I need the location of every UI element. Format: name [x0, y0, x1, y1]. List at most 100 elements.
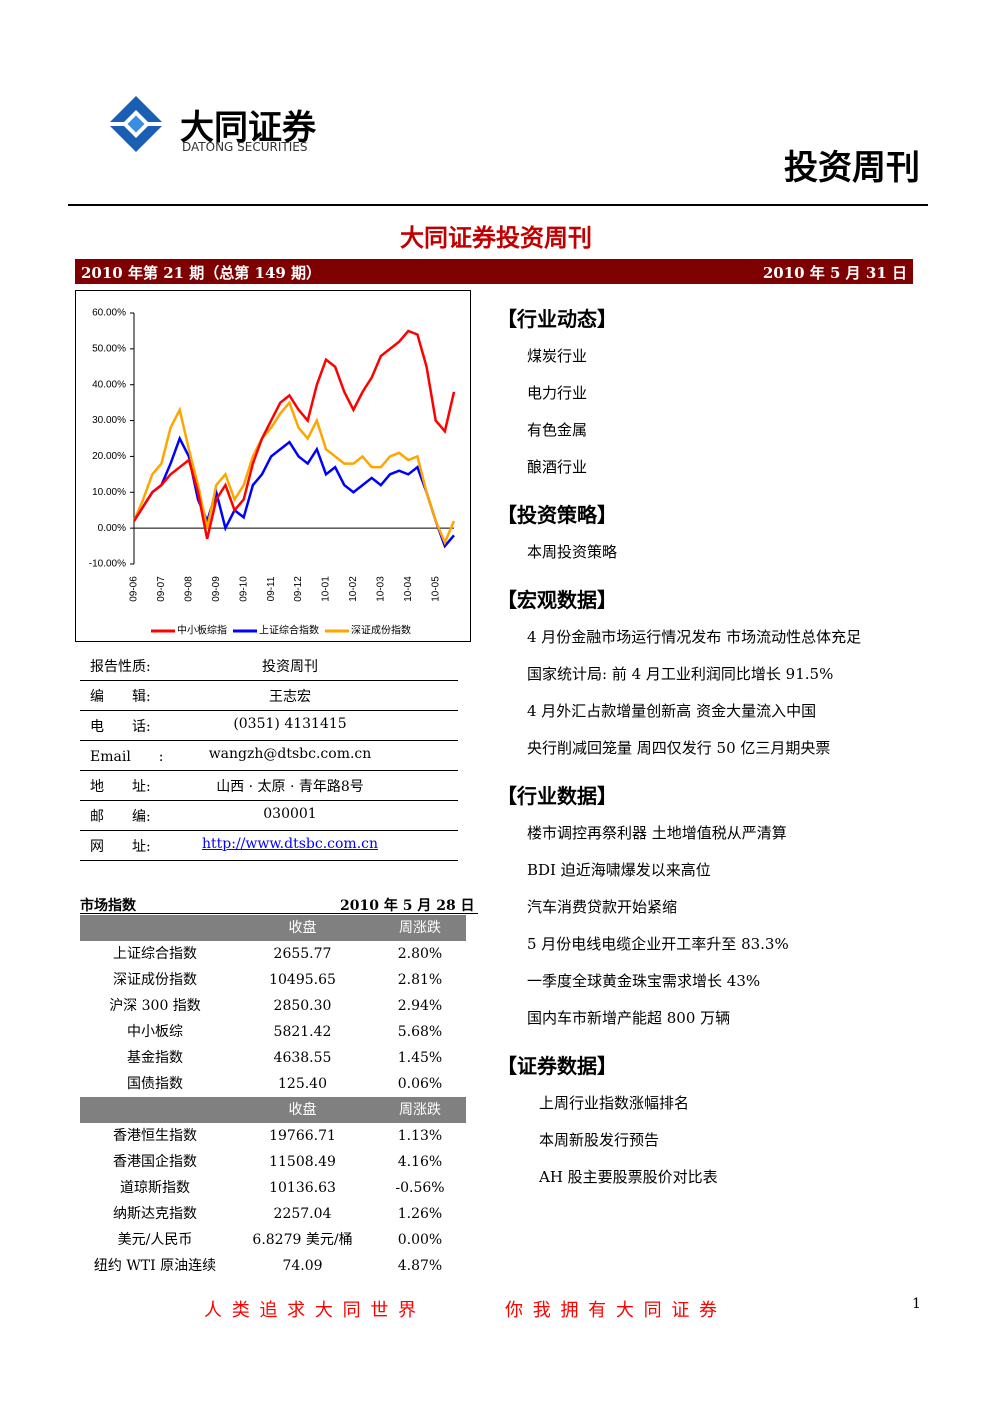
market-title: 市场指数: [80, 898, 136, 914]
table-cell: 纳斯达克指数: [113, 1206, 197, 1222]
sections: 【行业动态】 煤炭行业 电力行业 有色金属 酿酒行业 【投资策略】 本周投资策略 【宏观数据】…: [497, 290, 927, 1196]
table-cell: 道琼斯指数: [120, 1180, 190, 1196]
section-item: 4 月份金融市场运行情况发布 市场流动性总体充足: [527, 628, 862, 646]
section-item: 央行削减回笼量 周四仅发行 50 亿三月期央票: [527, 739, 831, 757]
page-number: 1: [912, 1296, 921, 1312]
table-cell: 深证成份指数: [113, 972, 197, 988]
table-cell: 0.00%: [397, 1232, 443, 1248]
x-tick-label: 09-09: [211, 576, 222, 602]
y-tick-label: 50.00%: [92, 343, 126, 354]
info-label: Email :: [90, 749, 164, 765]
section-item: 本周投资策略: [527, 543, 618, 561]
info-value: 王志宏: [269, 689, 311, 705]
y-tick-label: 0.00%: [98, 523, 126, 534]
table-cell: 0.06%: [397, 1076, 443, 1092]
section-item: 国家统计局: 前 4 月工业利润同比增长 91.5%: [527, 665, 834, 683]
table-cell: 11508.49: [269, 1154, 336, 1170]
series-line: [132, 329, 456, 540]
table-cell: 上证综合指数: [113, 946, 197, 962]
info-row: 报告性质: 投资周刊: [80, 652, 458, 681]
table-row: 香港国企指数 11508.49 4.16%: [80, 1149, 466, 1175]
table-cell: 香港国企指数: [113, 1154, 197, 1170]
issue-bar: 2010 年第 21 期（总第 149 期） 2010 年 5 月 31 日: [75, 259, 913, 284]
legend-label: 中小板综指: [177, 624, 227, 637]
chart: -10.00% 0.00% 10.00% 20.00% 30.00% 40.00% 50.0…: [75, 290, 471, 642]
table-cell: 2850.30: [273, 998, 332, 1014]
table-cell: 2655.77: [273, 946, 332, 962]
x-tick-label: 10-01: [321, 576, 332, 602]
section-item: 4 月外汇占款增量创新高 资金大量流入中国: [527, 702, 817, 720]
table-cell: 6.8279 美元/桶: [252, 1232, 353, 1248]
info-label: 报告性质:: [90, 659, 151, 675]
table-cell: 74.09: [282, 1258, 323, 1274]
info-value: 投资周刊: [262, 659, 318, 675]
header-cell: 收盘: [288, 1102, 317, 1118]
x-tick-label: 09-06: [129, 576, 140, 602]
table-row: 基金指数 4638.55 1.45%: [80, 1045, 466, 1071]
table-cell: 纽约 WTI 原油连续: [93, 1258, 217, 1274]
table-row: 国债指数 125.40 0.06%: [80, 1071, 466, 1097]
issue-date: 2010 年 5 月 31 日: [762, 264, 907, 282]
table-cell: 10136.63: [269, 1180, 336, 1196]
section-item: 酿酒行业: [527, 458, 588, 476]
table-row: 美元/人民币 6.8279 美元/桶 0.00%: [80, 1227, 466, 1253]
header-cell: 收盘: [288, 920, 317, 936]
table-cell: 2.81%: [397, 972, 443, 988]
section-item: BDI 迫近海啸爆发以来高位: [527, 861, 711, 879]
x-tick-label: 09-08: [183, 576, 194, 602]
table-cell: 2.94%: [397, 998, 443, 1014]
info-row: Email : wangzh@dtsbc.com.cn: [80, 742, 458, 771]
table-cell: 1.13%: [397, 1128, 443, 1144]
table-row: 纳斯达克指数 2257.04 1.26%: [80, 1201, 466, 1227]
info-row: 编 辑: 王志宏: [80, 682, 458, 711]
header-cell: 周涨跌: [399, 920, 441, 936]
section-item: AH 股主要股票股价对比表: [539, 1168, 718, 1186]
x-tick-label: 09-07: [156, 576, 167, 602]
y-tick-label: 40.00%: [92, 379, 126, 390]
info-row: 邮 编: 030001: [80, 802, 458, 831]
section-item: 电力行业: [527, 384, 588, 402]
section-item: 上周行业指数涨幅排名: [539, 1094, 690, 1112]
series-line: [132, 435, 455, 549]
section-heading: 【行业动态】: [497, 307, 617, 331]
slogan-left: 人 类 追 求 大 同 世 界: [204, 1300, 419, 1321]
doc-type: 投资周刊: [784, 148, 920, 188]
table-cell: 2257.04: [273, 1206, 332, 1222]
table-row: 中小板综 5821.42 5.68%: [80, 1019, 466, 1045]
table-cell: 10495.65: [269, 972, 336, 988]
table-cell: 4638.55: [273, 1050, 332, 1066]
info-row: 电 话: (0351) 4131415: [80, 712, 458, 741]
table-cell: -0.56%: [395, 1180, 445, 1196]
section-item: 汽车消费贷款开始紧缩: [527, 898, 678, 916]
table-cell: 5.68%: [397, 1024, 443, 1040]
info-value: http://www.dtsbc.com.cn: [202, 836, 378, 852]
info-label: 地 址:: [90, 779, 151, 795]
x-tick-label: 10-03: [375, 576, 386, 602]
table-cell: 2.80%: [397, 946, 443, 962]
legend-label: 上证综合指数: [259, 624, 319, 637]
info-label: 邮 编:: [90, 809, 151, 825]
table-cell: 沪深 300 指数: [109, 998, 201, 1014]
section-item: 国内车市新增产能超 800 万辆: [527, 1009, 731, 1027]
title: 大同证券投资周刊: [400, 223, 592, 252]
logo-icon: [110, 96, 162, 152]
y-tick-label: 10.00%: [92, 487, 126, 498]
info-label: 电 话:: [90, 719, 151, 735]
section-heading: 【行业数据】: [497, 784, 617, 808]
table-cell: 香港恒生指数: [113, 1128, 197, 1144]
section-heading: 【投资策略】: [497, 503, 617, 527]
table-row: 深证成份指数 10495.65 2.81%: [80, 967, 466, 993]
logo-text: 大同证券: [180, 108, 316, 148]
section-item: 楼市调控再祭利器 土地增值税从严清算: [527, 824, 787, 842]
table-cell: 基金指数: [127, 1050, 183, 1066]
header-cell: 周涨跌: [399, 1102, 441, 1118]
series-line: [132, 400, 456, 546]
x-tick-label: 09-10: [238, 576, 249, 602]
table-row: 沪深 300 指数 2850.30 2.94%: [80, 993, 466, 1019]
section-item: 有色金属: [527, 421, 588, 439]
issue: 2010 年第 21 期（总第 149 期）: [81, 264, 322, 282]
info-row: 网 址: http://www.dtsbc.com.cn: [80, 832, 458, 861]
legend-label: 深证成份指数: [351, 624, 411, 637]
x-tick-label: 10-05: [430, 576, 441, 602]
table-row: 香港恒生指数 19766.71 1.13%: [80, 1123, 466, 1149]
